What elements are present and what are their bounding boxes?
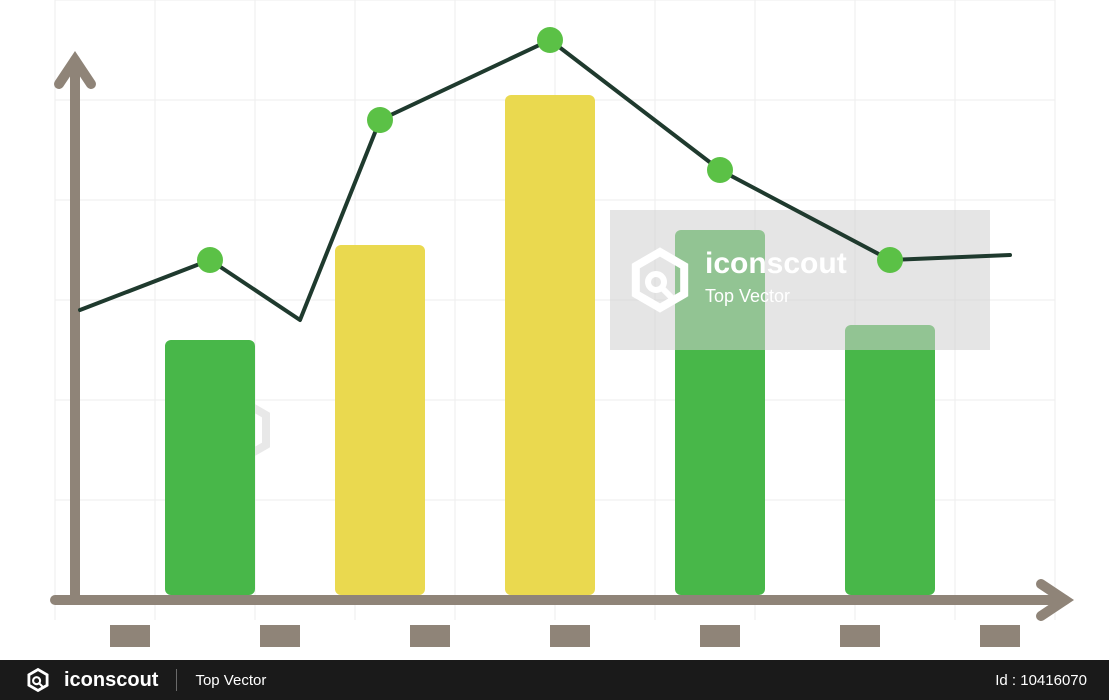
x-tick-0 (110, 625, 150, 647)
line-marker-5 (707, 157, 733, 183)
watermark-brand: iconscout (705, 247, 847, 280)
bar-1 (335, 245, 425, 595)
watermark-subtitle: Top Vector (705, 286, 790, 306)
x-tick-6 (980, 625, 1020, 647)
x-tick-1 (260, 625, 300, 647)
chart-canvas: iconscout Top Vector (0, 0, 1109, 700)
bar-0 (165, 340, 255, 595)
footer-id: Id : 10416070 (995, 672, 1087, 689)
bar-4 (845, 325, 935, 595)
footer-divider (176, 669, 177, 691)
x-tick-4 (700, 625, 740, 647)
footer-author: Top Vector (195, 672, 266, 689)
footer-brand: iconscout (64, 669, 158, 692)
x-tick-3 (550, 625, 590, 647)
footer-bar: iconscout Top Vector Id : 10416070 (0, 660, 1109, 700)
bar-2 (505, 95, 595, 595)
x-tick-2 (410, 625, 450, 647)
watermark-panel: iconscout Top Vector (610, 210, 990, 350)
line-marker-6 (877, 247, 903, 273)
line-marker-1 (197, 247, 223, 273)
footer-logo-icon (18, 660, 58, 700)
x-tick-5 (840, 625, 880, 647)
line-marker-3 (367, 107, 393, 133)
line-marker-4 (537, 27, 563, 53)
